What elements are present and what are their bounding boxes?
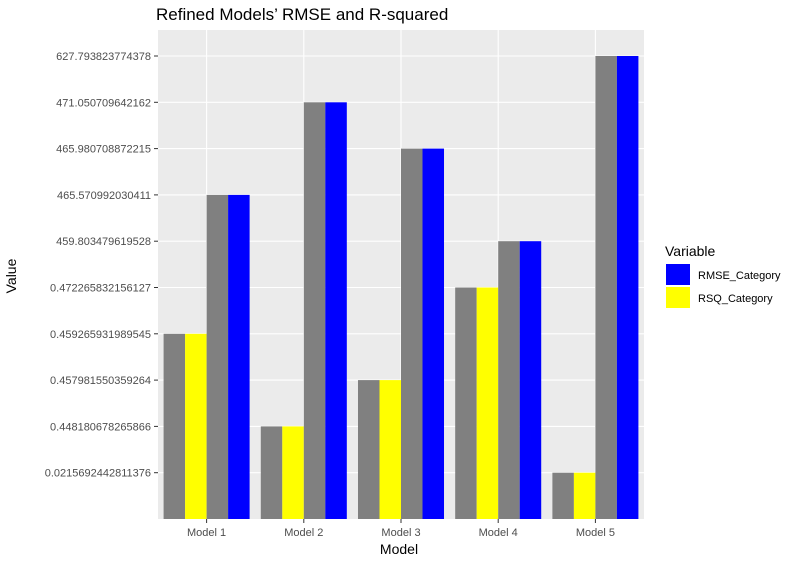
x-tick-label: Model 4 (479, 527, 518, 539)
bar-gray-5 (552, 473, 574, 519)
bar-rmse-category-4 (520, 241, 542, 519)
bar-gray-1 (207, 195, 229, 519)
chart-title: Refined Models’ RMSE and R-squared (156, 5, 448, 24)
bar-gray-1 (164, 334, 186, 519)
y-tick-label: 0.0215692442811376 (45, 468, 151, 480)
x-tick-labels: Model 1 Model 2 Model 3 Model 4 Model 5 (187, 519, 615, 539)
y-tick-labels: 0.0215692442811376 0.448180678265866 0.457… (45, 51, 158, 480)
y-tick-label: 465.570992030411 (57, 190, 151, 202)
bar-gray-3 (401, 149, 423, 519)
bar-gray-4 (498, 241, 520, 519)
bar-rsq-category-2 (282, 426, 304, 519)
legend-title: Variable (665, 243, 716, 259)
x-tick-label: Model 2 (284, 527, 323, 539)
y-tick-label: 0.457981550359264 (50, 375, 151, 387)
y-tick-label: 0.472265832156127 (50, 283, 151, 295)
x-tick-label: Model 5 (576, 527, 615, 539)
bar-gray-4 (455, 288, 477, 520)
x-tick-label: Model 1 (187, 527, 226, 539)
legend-key-rsq-category (666, 287, 690, 308)
y-tick-label: 0.448180678265866 (50, 421, 151, 433)
y-axis-title: Value (3, 258, 19, 293)
bar-rsq-category-4 (477, 288, 499, 520)
legend-label: RSQ_Category (698, 293, 773, 305)
bar-rsq-category-1 (185, 334, 207, 519)
y-tick-label: 459.803479619528 (56, 236, 151, 248)
bar-gray-2 (261, 426, 283, 519)
x-axis-title: Model (380, 541, 418, 557)
legend-label: RMSE_Category (698, 270, 781, 282)
bar-rsq-category-3 (379, 380, 401, 519)
y-tick-label: 465.980708872215 (56, 144, 151, 156)
bar-rmse-category-3 (423, 149, 445, 519)
y-tick-label: 627.793823774378 (56, 51, 151, 63)
y-tick-label: 0.459265931989545 (50, 329, 151, 341)
bar-rsq-category-5 (574, 473, 596, 519)
bar-rmse-category-1 (228, 195, 250, 519)
legend: Variable RMSE_Category RSQ_Category (665, 243, 781, 308)
bar-rmse-category-5 (617, 56, 639, 519)
bar-gray-3 (358, 380, 380, 519)
bar-gray-5 (595, 56, 617, 519)
bar-gray-2 (304, 102, 326, 519)
x-tick-label: Model 3 (381, 527, 420, 539)
bar-rmse-category-2 (325, 102, 347, 519)
legend-key-rmse-category (666, 264, 690, 285)
y-tick-label: 471.050709642162 (56, 97, 151, 109)
